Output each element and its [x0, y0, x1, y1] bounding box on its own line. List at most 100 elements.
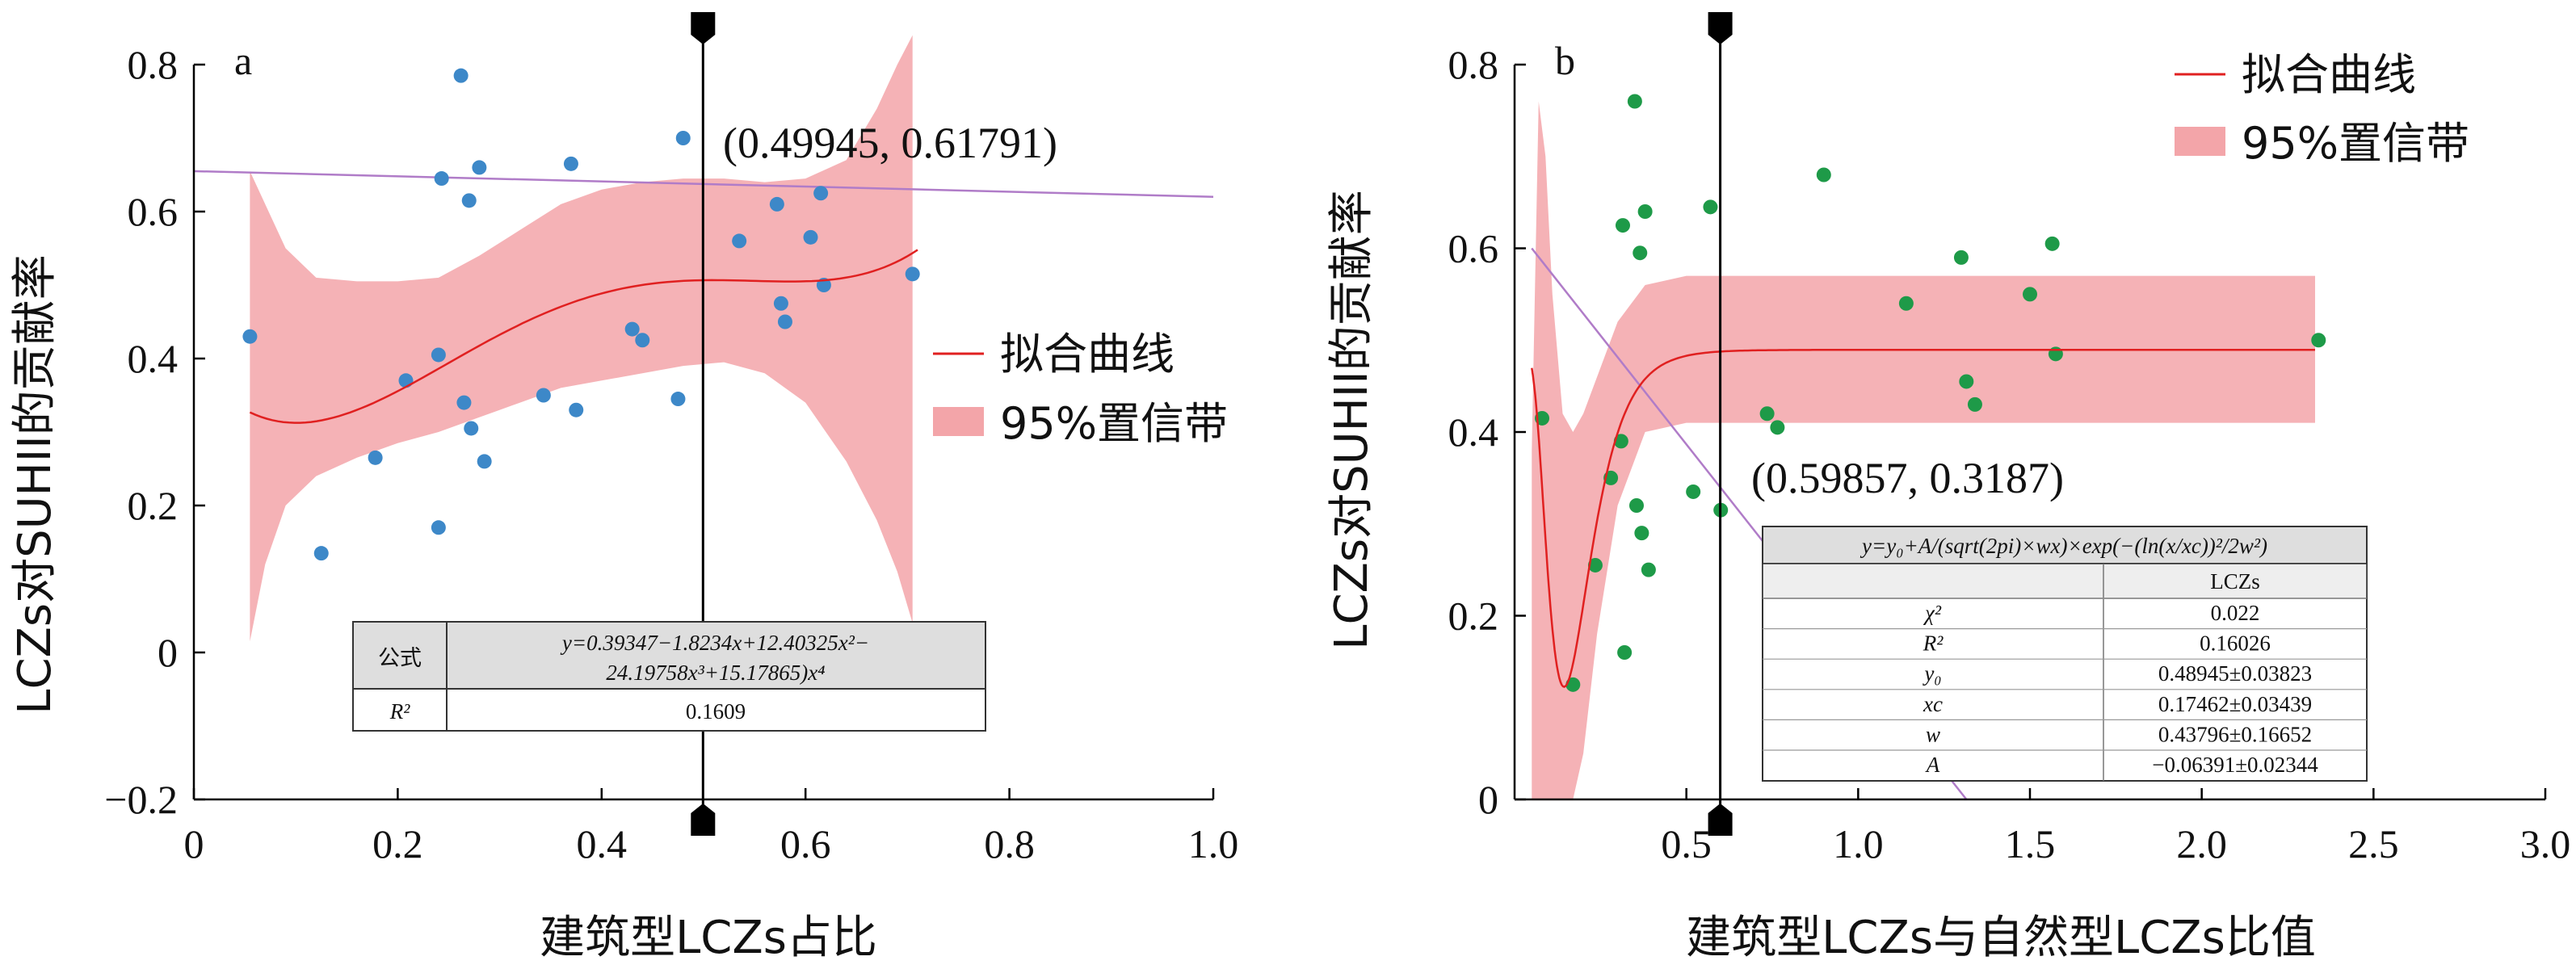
x-tick-label: 0 — [184, 821, 204, 866]
data-point — [1898, 296, 1914, 311]
table-column-header: LCZs — [2210, 569, 2260, 594]
data-point — [563, 156, 578, 171]
legend-band-swatch — [933, 407, 984, 436]
data-point — [675, 131, 691, 145]
data-point — [1686, 484, 1701, 499]
x-tick-label: 1.5 — [2005, 821, 2056, 866]
table-param-value: −0.06391±0.02344 — [2152, 753, 2318, 777]
legend-band-swatch — [2175, 127, 2225, 156]
y-tick-label: 0.4 — [1448, 409, 1499, 455]
legend-fit-label: 拟合曲线 — [1000, 329, 1175, 380]
data-point — [431, 347, 446, 363]
data-point — [434, 171, 449, 187]
data-point — [1816, 167, 1831, 182]
data-point — [1770, 420, 1785, 435]
table-param-value: 0.17462±0.03439 — [2158, 692, 2312, 716]
data-point — [2048, 346, 2063, 362]
y-tick-label: 0 — [1478, 777, 1498, 822]
crosshair-top-marker[interactable] — [691, 12, 716, 44]
data-point — [1703, 199, 1718, 215]
x-tick-label: 1.0 — [1188, 821, 1239, 866]
confidence-band — [1532, 101, 2315, 799]
data-point — [464, 421, 479, 436]
table-param-value: 0.022 — [2211, 601, 2260, 625]
x-tick-label: 0.5 — [1661, 821, 1712, 866]
x-tick-label: 2.5 — [2348, 821, 2399, 866]
y-tick-label: 0.6 — [128, 189, 179, 234]
table-r2-value: 0.1609 — [686, 699, 746, 724]
legend-fit-label: 拟合曲线 — [2242, 49, 2416, 100]
x-tick-label: 3.0 — [2520, 821, 2571, 866]
data-point — [2311, 333, 2326, 348]
fit-curve — [249, 249, 918, 424]
data-point — [398, 373, 414, 388]
data-points — [242, 68, 920, 561]
data-point — [624, 321, 640, 337]
data-point — [1633, 245, 1648, 261]
table-formula-label: 公式 — [378, 646, 422, 671]
data-point — [1959, 374, 1974, 389]
table-param-value: 0.43796±0.16652 — [2158, 722, 2312, 746]
data-point — [1628, 498, 1644, 513]
y-tick-label: 0 — [158, 630, 178, 675]
data-point — [477, 454, 492, 469]
crosshair-label: (0.49945, 0.61791) — [723, 119, 1057, 167]
data-point — [461, 193, 477, 208]
table-formula-line1: y=0.39347−1.8234x+12.40325x²− — [560, 631, 869, 655]
table-formula: y=y₀+A/(sqrt(2pi)×wx)×exp(−(ln(x/xc))²/2… — [1860, 534, 2267, 558]
y-tick-label: 0.6 — [1448, 226, 1499, 271]
axes: −0.200.20.40.60.80 0.2 0.4 0.6 0.8 1.0 — [104, 42, 1238, 866]
y-tick-label: 0.4 — [128, 336, 179, 381]
data-point — [732, 233, 747, 249]
y-tick-label: 0.8 — [1448, 42, 1499, 87]
data-point — [777, 314, 792, 329]
data-point — [905, 266, 920, 282]
stats-table: y=y₀+A/(sqrt(2pi)×wx)×exp(−(ln(x/xc))²/2… — [1762, 526, 2368, 782]
x-axis-title: 建筑型LCZs与自然型LCZs比值 — [1686, 912, 2316, 964]
data-point — [1641, 562, 1656, 577]
data-point — [368, 450, 383, 465]
crosshair-bottom-marker[interactable] — [691, 803, 716, 836]
data-point — [1587, 557, 1603, 573]
crosshair-bottom-marker[interactable] — [1708, 803, 1733, 836]
x-tick-label: 0.8 — [984, 821, 1035, 866]
data-point — [2044, 236, 2060, 251]
data-point — [1615, 218, 1630, 233]
panel-label: a — [234, 38, 252, 83]
crosshair-top-marker[interactable] — [1708, 12, 1733, 44]
y-axis-title: LCZs对SUHII的贡献率 — [9, 254, 61, 715]
data-point — [1627, 94, 1642, 109]
data-point — [453, 68, 469, 83]
y-tick-label: −0.2 — [104, 777, 178, 822]
panel-label: b — [1555, 38, 1575, 83]
confidence-band — [250, 35, 913, 642]
formula-table: 公式 y=0.39347−1.8234x+12.40325x²− 24.1975… — [352, 621, 986, 732]
axes: 0 0.2 0.4 0.6 0.8 0.5 1.0 1.5 2.0 2.5 3.0 — [1448, 42, 2571, 866]
x-tick-label: 0.4 — [577, 821, 628, 866]
data-point — [670, 392, 686, 407]
data-point — [1637, 204, 1653, 219]
data-point — [242, 329, 258, 344]
data-point — [1953, 250, 1969, 265]
fit-curve — [1531, 349, 2315, 688]
data-point — [773, 296, 788, 311]
x-axis-title: 建筑型LCZs占比 — [540, 912, 877, 964]
y-tick-label: 0.8 — [128, 42, 179, 87]
data-point — [635, 333, 650, 348]
x-tick-label: 0.6 — [780, 821, 831, 866]
data-point — [536, 388, 551, 403]
table-param-name: R² — [1923, 631, 1944, 656]
data-point — [456, 395, 472, 410]
legend-band-label: 95%置信带 — [1000, 398, 1228, 449]
y-tick-label: 0.2 — [128, 483, 179, 528]
table-param-value: 0.16026 — [2200, 631, 2271, 656]
data-point — [1617, 645, 1633, 660]
data-point — [1613, 434, 1628, 449]
table-param-name: χ² — [1923, 601, 1942, 625]
x-tick-label: 0.2 — [372, 821, 423, 866]
x-tick-label: 2.0 — [2176, 821, 2227, 866]
data-point — [1759, 406, 1775, 422]
table-param-value: 0.48945±0.03823 — [2158, 661, 2312, 686]
data-point — [769, 196, 784, 212]
